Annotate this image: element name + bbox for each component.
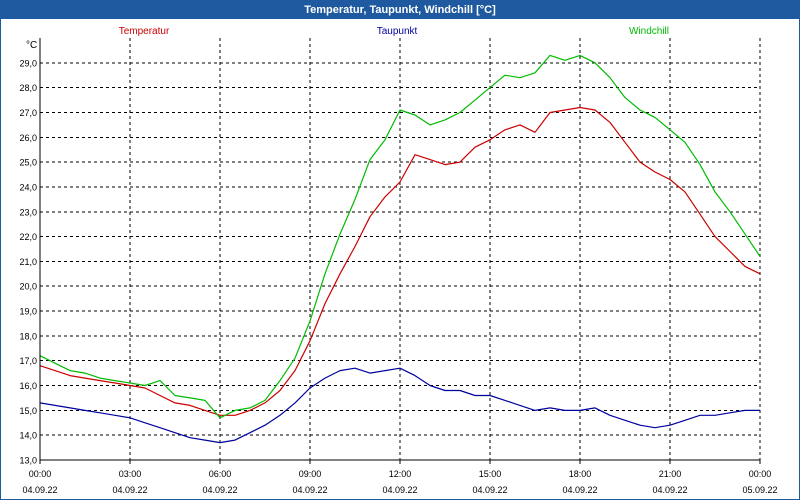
x-tick-date: 04.09.22 [562, 485, 597, 495]
x-tick-date: 05.09.22 [742, 485, 777, 495]
x-tick-date: 04.09.22 [472, 485, 507, 495]
y-tick-label: 26,0 [19, 133, 37, 143]
legend-windchill: Windchill [629, 26, 669, 37]
y-tick-label: 24,0 [19, 182, 37, 192]
x-tick-date: 04.09.22 [22, 485, 57, 495]
x-tick-time: 21:00 [659, 469, 682, 479]
x-tick-time: 03:00 [119, 469, 142, 479]
x-tick-date: 04.09.22 [382, 485, 417, 495]
window-title: Temperatur, Taupunkt, Windchill [°C] [1, 1, 799, 19]
y-tick-label: 18,0 [19, 331, 37, 341]
x-tick-date: 04.09.22 [652, 485, 687, 495]
x-tick-time: 18:00 [569, 469, 592, 479]
y-tick-label: 19,0 [19, 307, 37, 317]
y-tick-label: 13,0 [19, 456, 37, 466]
y-tick-label: 27,0 [19, 108, 37, 118]
y-tick-label: 20,0 [19, 282, 37, 292]
x-tick-time: 00:00 [29, 469, 52, 479]
y-tick-label: 28,0 [19, 83, 37, 93]
x-tick-time: 15:00 [479, 469, 502, 479]
x-tick-date: 04.09.22 [292, 485, 327, 495]
y-tick-label: 21,0 [19, 257, 37, 267]
y-tick-label: 22,0 [19, 232, 37, 242]
x-tick-date: 04.09.22 [112, 485, 147, 495]
legend-taupunkt: Taupunkt [377, 26, 418, 37]
x-tick-time: 00:00 [749, 469, 772, 479]
y-tick-label: 14,0 [19, 431, 37, 441]
series-line-windchill [39, 54, 761, 419]
y-tick-label: 15,0 [19, 406, 37, 416]
y-unit-label: °C [26, 40, 37, 51]
x-tick-time: 12:00 [389, 469, 412, 479]
y-tick-label: 25,0 [19, 158, 37, 168]
y-tick-label: 17,0 [19, 356, 37, 366]
y-tick-label: 16,0 [19, 381, 37, 391]
series-line-taupunkt [39, 367, 760, 444]
y-tick-label: 23,0 [19, 207, 37, 217]
legend-temperatur: Temperatur [119, 26, 170, 37]
series-line-temperatur [39, 106, 761, 416]
x-tick-time: 09:00 [299, 469, 322, 479]
x-tick-date: 04.09.22 [202, 485, 237, 495]
y-tick-label: 29,0 [19, 58, 37, 68]
x-tick-time: 06:00 [209, 469, 232, 479]
